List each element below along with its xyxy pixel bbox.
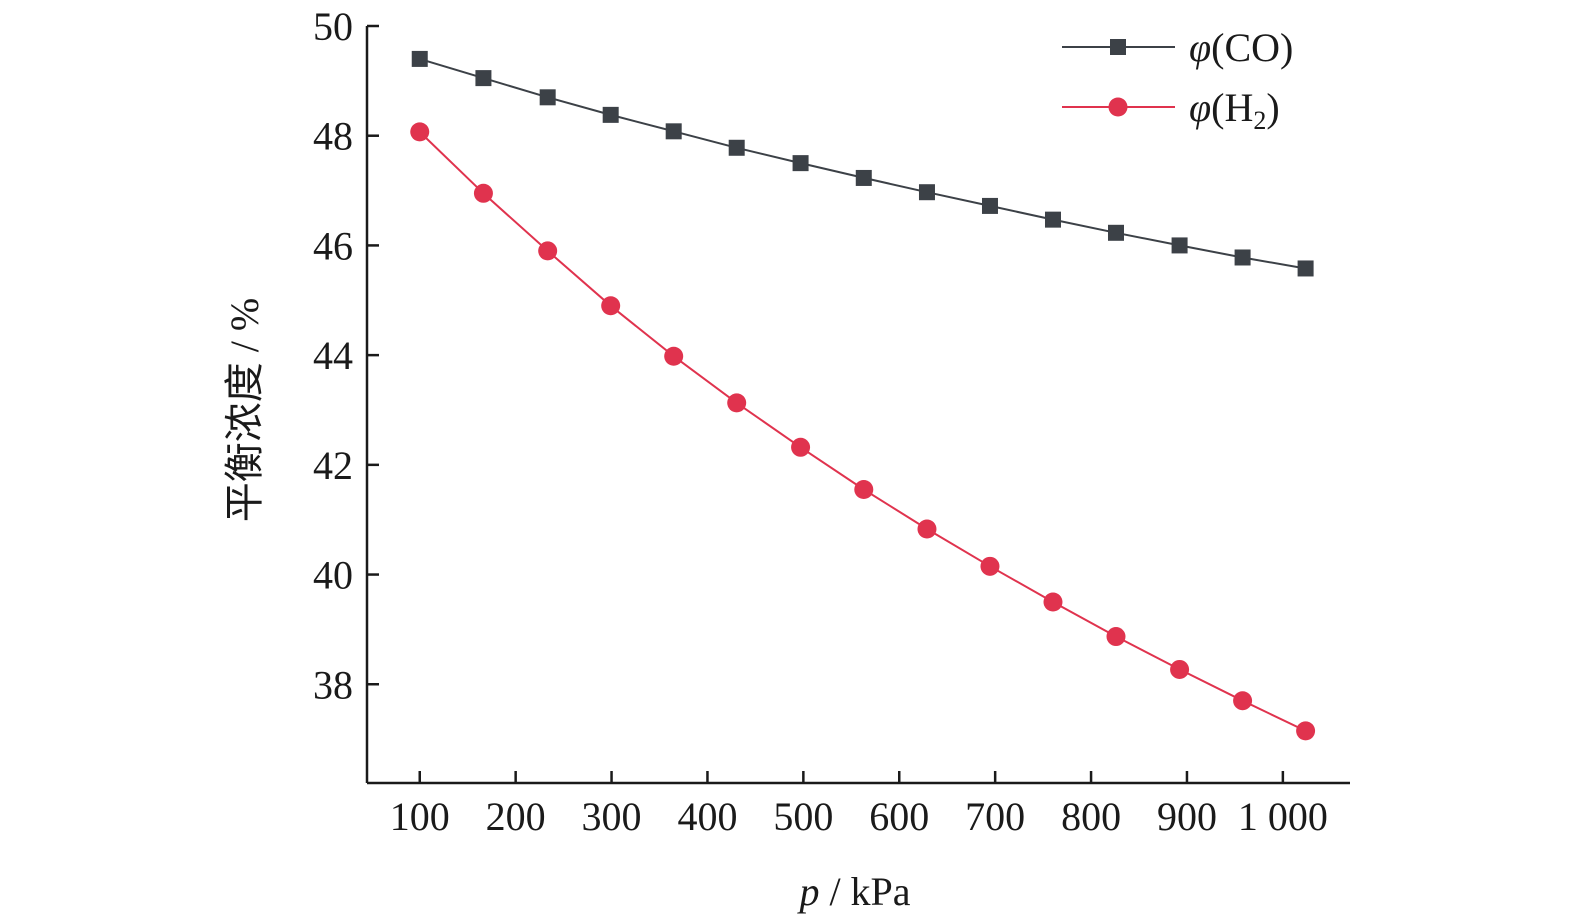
- data-point: [918, 184, 935, 201]
- data-point: [792, 155, 809, 172]
- data-point: [917, 519, 937, 539]
- x-tick-label: 100: [390, 794, 450, 839]
- x-tick-label: 900: [1157, 794, 1217, 839]
- series-layer: [410, 50, 1316, 741]
- y-axis-title: 平衡浓度 / %: [222, 298, 267, 522]
- x-axis-title-var: p: [796, 869, 819, 914]
- legend: φ(CO) φ(H2): [1062, 25, 1293, 135]
- legend-item-0: φ(CO): [1062, 25, 1293, 70]
- data-point: [538, 241, 558, 261]
- data-point: [411, 50, 428, 67]
- legend-label: φ(CO): [1189, 25, 1293, 70]
- data-point: [601, 296, 621, 316]
- data-point: [728, 139, 745, 156]
- legend-marker: [1110, 39, 1126, 55]
- x-tick-label: 300: [582, 794, 642, 839]
- x-axis-title-unit: / kPa: [819, 869, 910, 914]
- data-point: [855, 169, 872, 186]
- data-point: [664, 346, 684, 366]
- y-tick-label: 46: [313, 223, 353, 268]
- x-tick-label: 600: [869, 794, 929, 839]
- y-tick-label: 40: [313, 553, 353, 598]
- y-tick-label: 38: [313, 662, 353, 707]
- series-line: [419, 131, 1307, 732]
- data-point: [854, 480, 874, 500]
- data-point: [1297, 260, 1314, 277]
- legend-label: φ(H2): [1189, 85, 1280, 135]
- data-point: [539, 89, 556, 106]
- x-axis-title: p / kPa: [796, 869, 910, 914]
- data-point: [727, 393, 747, 413]
- x-tick-label: 500: [773, 794, 833, 839]
- x-axis-ticks: 100 200 300 400 500 600 700 800 900 1 000: [390, 771, 1328, 839]
- y-tick-label: 42: [313, 443, 353, 488]
- data-point: [1107, 224, 1124, 241]
- series-1: [410, 122, 1316, 741]
- series-0: [411, 50, 1314, 277]
- data-point: [410, 122, 430, 142]
- data-point: [1044, 211, 1061, 228]
- data-point: [791, 437, 811, 457]
- data-point: [1170, 659, 1190, 679]
- data-point: [1043, 592, 1063, 612]
- data-point: [473, 183, 493, 203]
- legend-item-1: φ(H2): [1062, 85, 1280, 135]
- data-point: [602, 106, 619, 123]
- x-tick-label: 200: [486, 794, 546, 839]
- y-tick-label: 48: [313, 114, 353, 159]
- data-point: [981, 197, 998, 214]
- data-point: [980, 556, 1000, 576]
- data-point: [475, 70, 492, 87]
- data-point: [1234, 249, 1251, 266]
- y-tick-label: 44: [313, 333, 353, 378]
- x-tick-label: 800: [1061, 794, 1121, 839]
- data-point: [1296, 721, 1316, 741]
- x-tick-label: 400: [677, 794, 737, 839]
- x-tick-label: 1 000: [1238, 794, 1328, 839]
- data-point: [1106, 627, 1126, 647]
- data-point: [1233, 691, 1253, 711]
- y-tick-label: 50: [313, 4, 353, 49]
- x-tick-label: 700: [965, 794, 1025, 839]
- y-axis-ticks: 38 40 42 44 46 48 50: [313, 4, 379, 707]
- data-point: [665, 123, 682, 140]
- data-point: [1171, 237, 1188, 254]
- legend-marker: [1108, 97, 1128, 117]
